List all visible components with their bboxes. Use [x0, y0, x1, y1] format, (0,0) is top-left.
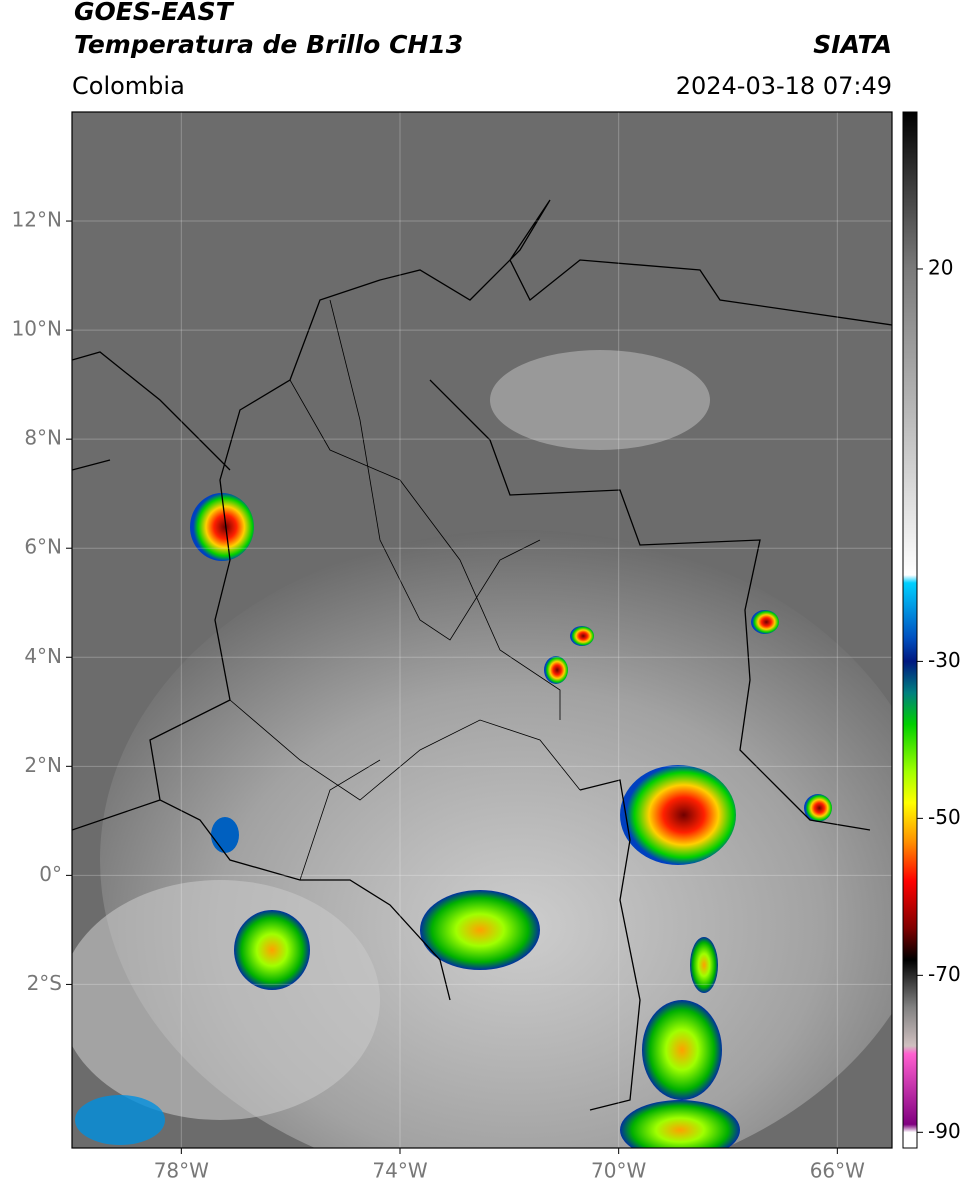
- colorbar-tick-label: -50: [928, 805, 961, 829]
- x-tick-label: 66°W: [810, 1159, 865, 1183]
- grid: [72, 112, 892, 1148]
- storm-cell: [75, 1095, 165, 1145]
- y-tick-label: 6°N: [24, 535, 62, 559]
- source: SIATA: [813, 30, 892, 59]
- x-tick-label: 70°W: [591, 1159, 646, 1183]
- borders: [72, 199, 892, 1111]
- cloud: [72, 880, 380, 1120]
- y-tick-label: 0°: [39, 862, 62, 886]
- map-frame: [71, 111, 893, 1149]
- colorbar-tick-label: 20: [928, 255, 953, 279]
- storm-cell: [751, 610, 779, 634]
- colorbar-tick-label: -90: [928, 1119, 961, 1143]
- y-tick-label: 2°N: [24, 753, 62, 777]
- departments: [229, 299, 581, 881]
- storm-cell: [690, 937, 718, 993]
- y-tick-label: 4°N: [24, 644, 62, 668]
- storm-cell: [190, 493, 254, 561]
- title: GOES-EAST: [74, 0, 235, 26]
- y-tick-label: 2°S: [27, 971, 62, 995]
- colorbar-tick-label: -70: [928, 962, 961, 986]
- region: Colombia: [72, 72, 185, 100]
- y-tick-label: 8°N: [24, 426, 62, 450]
- storm-cell: [804, 794, 832, 822]
- storm-cell: [620, 765, 736, 865]
- datetime: 2024-03-18 07:49: [676, 72, 892, 100]
- y-tick-label: 12°N: [12, 208, 62, 232]
- x-tick-label: 74°W: [372, 1159, 427, 1183]
- colorbar: [902, 111, 918, 1149]
- y-tick-label: 10°N: [12, 317, 62, 341]
- storm-cell: [642, 1000, 722, 1100]
- storm-cell: [211, 817, 239, 853]
- subtitle: Temperatura de Brillo CH13: [74, 30, 463, 59]
- storm-cell: [620, 1100, 740, 1148]
- cloud: [490, 350, 710, 450]
- colorbar-tick-label: -30: [928, 648, 961, 672]
- storm-cell: [570, 626, 594, 646]
- x-tick-label: 78°W: [154, 1159, 209, 1183]
- storm-cell: [420, 890, 540, 970]
- storm-cell: [234, 910, 310, 990]
- map-image: [72, 112, 892, 1148]
- storm-cell: [544, 656, 568, 684]
